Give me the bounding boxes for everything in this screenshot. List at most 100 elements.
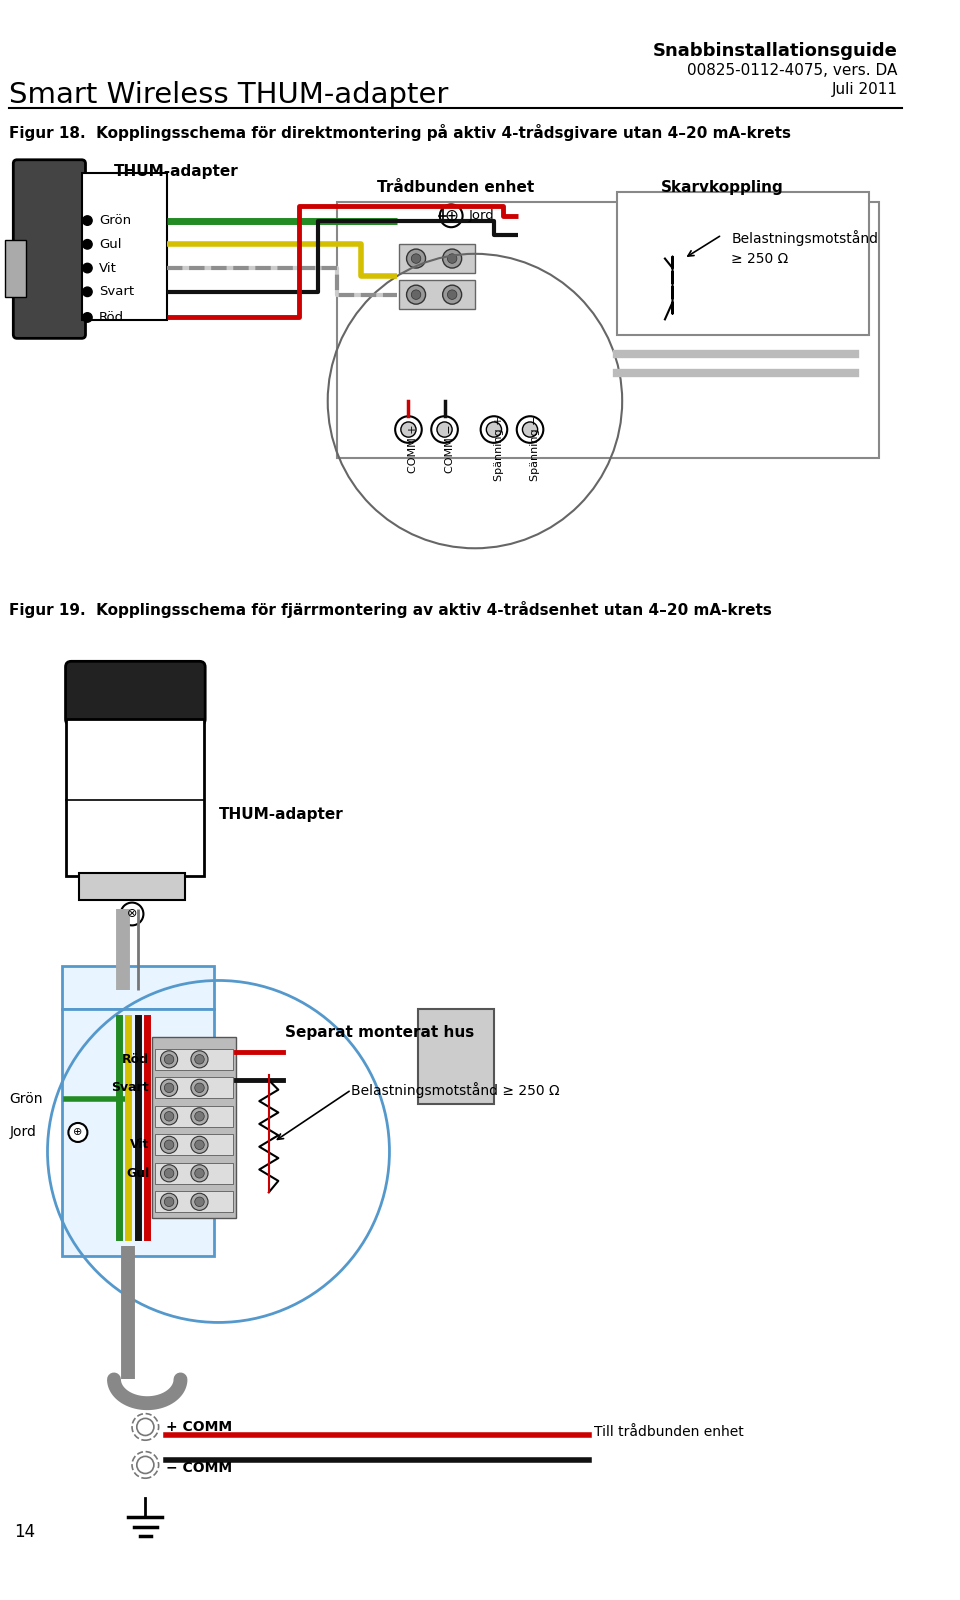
Circle shape bbox=[191, 1107, 208, 1125]
Text: Spänning +: Spänning + bbox=[494, 416, 504, 482]
Text: ⊕: ⊕ bbox=[73, 1128, 83, 1138]
Circle shape bbox=[411, 290, 420, 299]
Circle shape bbox=[83, 312, 92, 322]
Text: Separat monterat hus: Separat monterat hus bbox=[285, 1026, 474, 1040]
FancyBboxPatch shape bbox=[65, 661, 205, 725]
Bar bbox=[418, 1010, 494, 1104]
Circle shape bbox=[160, 1051, 178, 1067]
Bar bbox=[617, 192, 869, 334]
Circle shape bbox=[481, 416, 507, 443]
Text: Grön: Grön bbox=[99, 214, 131, 227]
Bar bbox=[79, 874, 185, 899]
Text: Skarvkoppling: Skarvkoppling bbox=[660, 179, 783, 195]
Circle shape bbox=[401, 422, 416, 437]
Text: Grön: Grön bbox=[10, 1093, 43, 1106]
Circle shape bbox=[516, 416, 543, 443]
Text: Röd: Röd bbox=[122, 1053, 149, 1066]
Circle shape bbox=[411, 254, 420, 264]
Circle shape bbox=[83, 264, 92, 274]
Text: Belastningsmotstånd ≥ 250 Ω: Belastningsmotstånd ≥ 250 Ω bbox=[351, 1082, 560, 1098]
Text: Röd: Röd bbox=[99, 310, 124, 323]
Text: Svart: Svart bbox=[111, 1082, 149, 1094]
Text: Gul: Gul bbox=[126, 1166, 149, 1179]
Bar bbox=[82, 173, 167, 320]
Text: − COMM: − COMM bbox=[166, 1461, 232, 1475]
Circle shape bbox=[160, 1194, 178, 1210]
Bar bbox=[155, 1050, 232, 1070]
Circle shape bbox=[522, 422, 538, 437]
Circle shape bbox=[160, 1165, 178, 1182]
Circle shape bbox=[487, 422, 501, 437]
Circle shape bbox=[195, 1141, 204, 1149]
Circle shape bbox=[443, 285, 462, 304]
Text: ⊕: ⊕ bbox=[444, 206, 458, 226]
Circle shape bbox=[164, 1112, 174, 1122]
Circle shape bbox=[83, 240, 92, 250]
Bar bbox=[66, 720, 204, 875]
Circle shape bbox=[160, 1107, 178, 1125]
Text: Smart Wireless THUM-adapter: Smart Wireless THUM-adapter bbox=[10, 82, 449, 109]
Circle shape bbox=[195, 1054, 204, 1064]
Bar bbox=[399, 245, 475, 274]
Text: Till trådbunden enhet: Till trådbunden enhet bbox=[593, 1424, 743, 1438]
Bar bbox=[155, 1106, 232, 1126]
Text: Vit: Vit bbox=[130, 1138, 149, 1152]
Circle shape bbox=[443, 250, 462, 269]
Text: 00825-0112-4075, vers. DA: 00825-0112-4075, vers. DA bbox=[687, 62, 898, 78]
Bar bbox=[155, 1163, 232, 1184]
Circle shape bbox=[160, 1136, 178, 1154]
Text: ⊗: ⊗ bbox=[127, 907, 137, 920]
Circle shape bbox=[195, 1083, 204, 1093]
Circle shape bbox=[191, 1080, 208, 1096]
Text: 14: 14 bbox=[14, 1523, 36, 1541]
FancyBboxPatch shape bbox=[13, 160, 85, 338]
Circle shape bbox=[191, 1051, 208, 1067]
Bar bbox=[61, 966, 214, 1010]
Circle shape bbox=[164, 1168, 174, 1178]
Bar bbox=[61, 1010, 214, 1256]
Bar bbox=[399, 280, 475, 309]
Circle shape bbox=[160, 1080, 178, 1096]
Circle shape bbox=[440, 205, 463, 227]
Text: Jord: Jord bbox=[468, 210, 494, 222]
Circle shape bbox=[191, 1194, 208, 1210]
Circle shape bbox=[195, 1112, 204, 1122]
Circle shape bbox=[447, 254, 457, 264]
Circle shape bbox=[195, 1197, 204, 1206]
Text: THUM-adapter: THUM-adapter bbox=[219, 806, 344, 822]
Circle shape bbox=[406, 285, 425, 304]
Text: + COMM: + COMM bbox=[166, 1419, 232, 1434]
Circle shape bbox=[164, 1141, 174, 1149]
Bar bbox=[155, 1077, 232, 1098]
Bar bbox=[337, 202, 878, 458]
Circle shape bbox=[191, 1136, 208, 1154]
Text: Jord: Jord bbox=[10, 1125, 36, 1139]
Text: Svart: Svart bbox=[99, 285, 133, 298]
Circle shape bbox=[83, 286, 92, 296]
Text: THUM-adapter: THUM-adapter bbox=[114, 163, 239, 179]
Circle shape bbox=[121, 902, 143, 925]
Text: Figur 18.  Kopplingsschema för direktmontering på aktiv 4-trådsgivare utan 4–20 : Figur 18. Kopplingsschema för direktmont… bbox=[10, 123, 791, 141]
Circle shape bbox=[431, 416, 458, 443]
Text: Juli 2011: Juli 2011 bbox=[831, 82, 898, 98]
Text: Snabbinstallationsguide: Snabbinstallationsguide bbox=[653, 43, 898, 61]
Bar bbox=[5, 240, 26, 296]
Text: Trådbunden enhet: Trådbunden enhet bbox=[377, 179, 535, 195]
Circle shape bbox=[164, 1083, 174, 1093]
Circle shape bbox=[195, 1168, 204, 1178]
Text: Spänning −: Spänning − bbox=[530, 416, 540, 482]
Bar bbox=[155, 1192, 232, 1213]
Circle shape bbox=[406, 250, 425, 269]
Circle shape bbox=[191, 1165, 208, 1182]
Text: Belastningsmotstånd
≥ 250 Ω: Belastningsmotstånd ≥ 250 Ω bbox=[732, 230, 878, 266]
Circle shape bbox=[164, 1197, 174, 1206]
Circle shape bbox=[437, 422, 452, 437]
Circle shape bbox=[83, 216, 92, 226]
Circle shape bbox=[396, 416, 421, 443]
Text: Figur 19.  Kopplingsschema för fjärrmontering av aktiv 4-trådsenhet utan 4–20 mA: Figur 19. Kopplingsschema för fjärrmonte… bbox=[10, 600, 773, 618]
Circle shape bbox=[164, 1054, 174, 1064]
Text: Vit: Vit bbox=[99, 261, 117, 275]
Bar bbox=[152, 1037, 235, 1218]
Circle shape bbox=[447, 290, 457, 299]
Circle shape bbox=[68, 1123, 87, 1142]
